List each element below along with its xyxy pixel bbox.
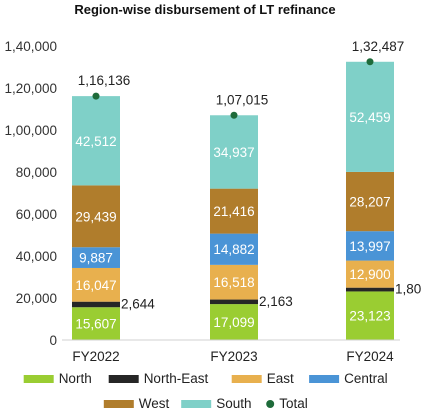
bar-segment-west — [210, 188, 258, 234]
data-label-north: 15,607 — [75, 317, 116, 332]
data-label-west: 21,416 — [213, 204, 254, 219]
data-label-north: 17,099 — [213, 315, 254, 330]
bar-segment-west — [346, 171, 394, 232]
x-tick-label: FY2023 — [210, 349, 257, 364]
legend-label-east: East — [267, 371, 294, 386]
data-label-central: 9,887 — [79, 251, 113, 266]
data-label-north: 23,123 — [349, 309, 390, 324]
data-label-north-east: 2,163 — [259, 294, 293, 309]
legend-swatch-north-east — [108, 375, 139, 383]
bar-segment-east — [346, 260, 394, 288]
legend-swatch-central — [309, 375, 340, 383]
total-marker — [230, 111, 238, 119]
legend: North North-East East Central West South Total — [23, 371, 388, 411]
total-marker — [92, 92, 100, 100]
legend-label-north: North — [59, 371, 92, 386]
y-tick-label: 20,000 — [16, 291, 57, 306]
total-label: 1,07,015 — [216, 92, 269, 107]
data-label-central: 14,882 — [213, 242, 254, 257]
y-tick-label: 80,000 — [16, 165, 57, 180]
bar-segment-north — [210, 304, 258, 340]
bar-segment-west — [72, 185, 120, 248]
data-label-central: 13,997 — [349, 239, 390, 254]
data-label-south: 42,512 — [75, 134, 116, 149]
data-label-south: 34,937 — [213, 145, 254, 160]
x-tick-label: FY2022 — [72, 349, 119, 364]
data-label-west: 28,207 — [349, 195, 390, 210]
y-tick-label: 60,000 — [16, 207, 57, 222]
legend-swatch-south — [181, 400, 212, 408]
x-tick-label: FY2024 — [346, 349, 394, 364]
y-tick-label: 1,00,000 — [4, 123, 57, 138]
legend-label-south: South — [216, 396, 251, 411]
legend-swatch-north — [23, 375, 54, 383]
y-tick-label: 40,000 — [16, 249, 57, 264]
legend-label-total: Total — [279, 396, 308, 411]
chart-title: Region-wise disbursement of LT refinance — [74, 2, 335, 17]
y-tick-label: 0 — [49, 333, 57, 348]
bar-segment-east — [210, 264, 258, 300]
data-label-north-east: 2,644 — [121, 296, 155, 311]
legend-swatch-east — [231, 375, 262, 383]
bar-segment-east — [72, 267, 120, 302]
bar-segment-south — [346, 61, 394, 172]
data-label-east: 12,900 — [349, 267, 390, 282]
total-label: 1,32,487 — [352, 39, 405, 54]
bar-segment-south — [210, 115, 258, 189]
data-label-east: 16,047 — [75, 278, 116, 293]
bar-segment-north-east — [72, 301, 120, 308]
data-label-east: 16,518 — [213, 275, 254, 290]
bar-segment-central — [346, 231, 394, 261]
bars: 15,607 2,644 16,047 9,887 29,439 42,512 1,16,1… — [72, 39, 421, 340]
bar-segment-south — [72, 96, 120, 186]
bar-segment-north-east — [210, 299, 258, 305]
x-axis: FY2022 FY2023 FY2024 — [62, 339, 400, 364]
total-label: 1,16,136 — [78, 73, 131, 88]
y-tick-label: 1,20,000 — [4, 81, 57, 96]
data-label-north-east: 1,801 — [395, 282, 421, 297]
y-axis: 0 20,000 40,000 60,000 80,000 1,00,000 1,20,00… — [4, 39, 57, 348]
y-tick-label: 1,40,000 — [4, 39, 57, 54]
legend-label-north-east: North-East — [144, 371, 209, 386]
total-marker — [366, 58, 374, 66]
bar-segment-central — [72, 247, 120, 268]
bar-segment-north-east — [346, 287, 394, 292]
legend-label-central: Central — [344, 371, 388, 386]
legend-marker-total — [266, 400, 275, 408]
bar-segment-central — [210, 233, 258, 265]
data-label-west: 29,439 — [75, 209, 116, 224]
legend-swatch-west — [103, 400, 134, 408]
data-label-south: 52,459 — [349, 110, 390, 125]
legend-label-west: West — [139, 396, 170, 411]
bar-segment-north — [72, 307, 120, 340]
bar-segment-north — [346, 291, 394, 340]
